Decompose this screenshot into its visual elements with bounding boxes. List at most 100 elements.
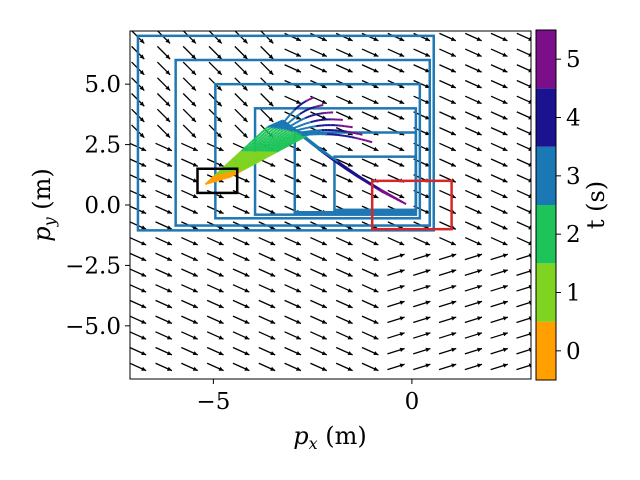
field-arrowhead [218,146,224,151]
field-arrowhead [477,253,483,258]
field-arrowhead [528,316,531,321]
trajectory-segment [255,142,261,147]
trajectory-segment [242,161,248,166]
field-arrowhead [295,193,301,198]
field-arrowhead [373,52,379,57]
field-arrowhead [166,319,172,324]
field-arrowhead [373,288,379,293]
trajectory-segment [311,113,315,117]
field-arrowhead [217,54,222,60]
field-arrowhead [347,256,353,261]
trajectory-segment [267,142,273,148]
field-arrowhead [141,288,147,293]
trajectory-segment [288,119,292,124]
field-arrowhead [502,36,508,41]
field-arrowhead [166,209,172,214]
colorbar-band [536,146,556,205]
field-arrowhead [141,225,147,230]
trajectory-segment [332,157,339,163]
field-arrowhead [399,68,405,73]
trajectory-segment [302,117,306,120]
trajectory-segment [259,136,265,141]
trajectory-segment [255,155,261,161]
trajectory-segment [289,112,293,116]
trajectory-segment [295,125,299,129]
trajectory-segment [278,143,284,148]
trajectory-segment [400,200,407,205]
trajectory-segment [214,171,220,177]
field-arrowhead [373,193,379,198]
trajectory-segment [240,161,246,166]
trajectory-segment [326,153,334,159]
field-arrowhead [373,272,379,277]
field-arrowhead [295,351,301,356]
trajectory-segment [289,123,294,127]
trajectory-segment [274,146,280,151]
field-arrowhead [166,272,172,277]
field-arrowhead [141,272,147,277]
y-axis-label: py (m) [28,168,59,242]
field-arrowhead [399,347,405,352]
trajectory-segment [259,153,265,158]
field-arrowhead [321,84,327,88]
trajectory-segment [283,125,291,131]
trajectory-segment [257,145,263,150]
trajectory-segment [282,141,288,146]
trajectory-segment [299,111,303,115]
trajectory-segment [298,124,302,128]
field-arrowhead [242,132,248,138]
field-arrowhead [295,146,301,151]
field-arrowhead [347,193,353,198]
reachable-box [174,58,432,227]
field-arrowhead [166,288,172,293]
trajectory-segment [310,125,314,129]
field-arrowhead [295,225,301,230]
trajectory-segment [250,138,256,143]
field-arrowhead [218,288,224,293]
field-arrowhead [270,366,276,371]
trajectory-segment [250,162,256,167]
trajectory-segment [294,121,298,125]
trajectory-segment [284,144,290,149]
field-arrowhead [295,241,301,246]
trajectory-segment [267,153,273,158]
trajectory-segment [309,114,313,118]
trajectory-segment [259,148,265,153]
field-arrowhead [295,335,301,340]
field-arrowhead [166,335,172,340]
field-arrowhead [399,193,405,198]
trajectory-segment [312,106,315,109]
field-arrowhead [528,115,531,120]
trajectory-segment [284,135,290,140]
field-arrowhead [191,38,196,44]
trajectory-segment [286,138,292,144]
trajectory-segment [231,162,237,167]
trajectory-segment [279,141,285,146]
trajectory-segment [253,138,259,144]
field-arrowhead [192,209,198,214]
field-arrowhead [528,99,531,104]
trajectory-segment [243,156,249,161]
trajectory-segment [358,137,363,141]
trajectory-segment [267,148,273,153]
field-arrowhead [166,146,172,151]
field-arrowhead [502,162,508,167]
trajectory-segment [321,149,329,155]
field-arrowhead [502,178,508,183]
field-arrowhead [141,162,147,167]
reachable-box [214,82,422,220]
trajectory-segment [288,141,294,146]
field-arrowhead [399,316,405,321]
trajectory-segment [237,150,243,155]
field-arrowhead [218,225,224,230]
field-arrowhead [476,84,482,88]
trajectory-segment [276,131,282,136]
trajectory-segment [285,132,291,138]
y-tick-label: 0.0 [84,193,121,219]
trajectory-segment [342,164,349,170]
trajectory-segment [290,118,294,122]
x-axis-label: px (m) [293,422,367,453]
goal-box [370,179,453,231]
field-arrowhead [502,68,508,73]
field-arrowhead [528,209,531,214]
